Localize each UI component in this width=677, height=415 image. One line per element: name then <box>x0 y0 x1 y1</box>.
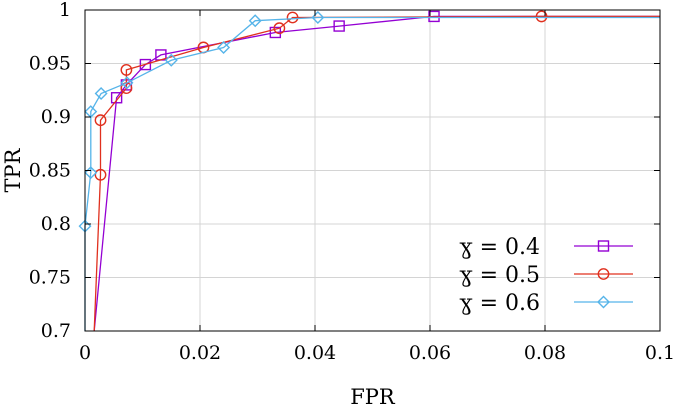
data-point <box>120 76 134 90</box>
series-2 <box>93 10 660 332</box>
x-tick-label: 0.1 <box>645 342 675 364</box>
x-axis-label: FPR <box>350 385 396 409</box>
data-point <box>311 11 325 24</box>
x-tick-label: 0.02 <box>179 342 221 364</box>
legend-item: ɣ = 0.5 <box>459 263 633 288</box>
legend-label: ɣ = 0.5 <box>459 263 540 288</box>
legend-marker <box>597 295 610 309</box>
ticks: 0 0.02 0.04 0.06 0.08 0.1 0.7 0.75 0.8 0.85 0.9 0.9… <box>29 0 675 364</box>
data-point <box>94 168 107 181</box>
y-tick-label: 0.9 <box>41 106 71 128</box>
data-point <box>139 58 152 71</box>
y-tick-label: 0.8 <box>41 213 71 235</box>
legend-marker <box>597 240 610 252</box>
data-point <box>94 114 107 127</box>
y-tick-label: 0.75 <box>29 267 71 289</box>
legend-item: ɣ = 0.4 <box>459 235 633 260</box>
grid <box>85 10 660 331</box>
y-tick-label: 0.95 <box>29 53 71 75</box>
data-point <box>110 92 123 104</box>
x-tick-label: 0.04 <box>294 342 336 364</box>
data-point <box>269 26 282 39</box>
legend: ɣ = 0.4 ɣ = 0.5 ɣ = 0.6 <box>459 235 633 316</box>
data-point <box>120 64 133 76</box>
x-tick-label: 0 <box>79 342 91 364</box>
series-line <box>84 16 660 331</box>
series-1 <box>93 10 660 332</box>
data-point <box>217 40 231 54</box>
data-point <box>535 10 548 23</box>
data-point <box>164 53 178 67</box>
series-layer <box>78 10 660 332</box>
legend-label: ɣ = 0.4 <box>459 235 540 260</box>
legend-item: ɣ = 0.6 <box>459 291 633 316</box>
legend-marker <box>597 268 610 280</box>
x-tick-label: 0.08 <box>524 342 566 364</box>
data-point <box>286 11 299 24</box>
y-axis-label: TPR <box>1 147 25 192</box>
y-tick-label: 0.85 <box>29 160 71 182</box>
x-tick-label: 0.06 <box>409 342 451 364</box>
legend-label: ɣ = 0.6 <box>459 291 540 316</box>
y-tick-label: 1 <box>59 0 71 21</box>
data-point <box>248 14 262 28</box>
series-3 <box>78 11 660 331</box>
y-tick-label: 0.7 <box>41 320 71 342</box>
data-point <box>273 22 286 35</box>
data-point <box>333 20 345 32</box>
data-point <box>94 86 108 100</box>
